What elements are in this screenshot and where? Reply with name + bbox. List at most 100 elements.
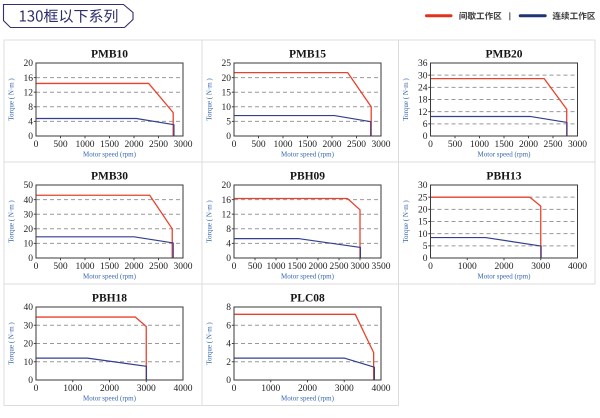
svg-text:10: 10 xyxy=(24,240,34,250)
svg-text:3000: 3000 xyxy=(351,262,370,272)
svg-text:20: 20 xyxy=(24,340,34,350)
svg-text:40: 40 xyxy=(24,196,34,206)
svg-text:Motor speed (rpm): Motor speed (rpm) xyxy=(83,395,137,403)
svg-text:Torque ( N·m ): Torque ( N·m ) xyxy=(8,200,16,243)
svg-text:1500: 1500 xyxy=(100,262,119,272)
svg-text:0: 0 xyxy=(34,140,39,150)
svg-text:0: 0 xyxy=(226,132,231,142)
svg-text:4000: 4000 xyxy=(568,262,587,272)
svg-text:Motor speed (rpm): Motor speed (rpm) xyxy=(83,273,137,281)
svg-text:40: 40 xyxy=(24,303,34,313)
svg-text:6: 6 xyxy=(226,321,231,331)
svg-text:4: 4 xyxy=(28,118,33,128)
svg-text:Motor speed (rpm): Motor speed (rpm) xyxy=(478,273,532,281)
svg-text:PLC08: PLC08 xyxy=(290,293,325,305)
svg-text:Torque ( N·m ): Torque ( N·m ) xyxy=(206,322,214,365)
svg-text:PBH18: PBH18 xyxy=(92,293,127,305)
svg-text:PMB30: PMB30 xyxy=(91,171,128,183)
svg-text:20: 20 xyxy=(24,225,34,235)
svg-text:2000: 2000 xyxy=(519,140,538,150)
svg-text:10: 10 xyxy=(418,230,428,240)
svg-text:2500: 2500 xyxy=(330,262,349,272)
svg-text:0: 0 xyxy=(428,140,433,150)
svg-text:2: 2 xyxy=(226,358,231,368)
svg-text:3000: 3000 xyxy=(137,384,156,394)
svg-text:Torque ( N·m ): Torque ( N·m ) xyxy=(8,78,16,121)
svg-text:500: 500 xyxy=(53,140,68,150)
svg-text:Torque ( N·m ): Torque ( N·m ) xyxy=(8,322,16,365)
svg-text:Motor speed (rpm): Motor speed (rpm) xyxy=(281,395,335,403)
svg-text:Torque ( N·m ): Torque ( N·m ) xyxy=(402,78,410,121)
svg-text:1500: 1500 xyxy=(288,262,307,272)
svg-text:4: 4 xyxy=(226,240,231,250)
svg-text:2000: 2000 xyxy=(495,262,514,272)
svg-text:1000: 1000 xyxy=(63,384,82,394)
svg-text:Motor speed (rpm): Motor speed (rpm) xyxy=(83,151,137,159)
svg-text:1000: 1000 xyxy=(458,262,477,272)
svg-text:1500: 1500 xyxy=(100,140,119,150)
svg-text:25: 25 xyxy=(418,193,428,203)
svg-text:0: 0 xyxy=(34,384,39,394)
svg-text:12: 12 xyxy=(24,88,34,98)
svg-text:12: 12 xyxy=(418,108,428,118)
svg-text:1000: 1000 xyxy=(267,262,286,272)
svg-text:1000: 1000 xyxy=(76,262,95,272)
svg-text:12: 12 xyxy=(222,210,232,220)
svg-text:3000: 3000 xyxy=(531,262,550,272)
svg-text:500: 500 xyxy=(251,140,266,150)
svg-text:Torque ( N·m ): Torque ( N·m ) xyxy=(206,200,214,243)
svg-text:2000: 2000 xyxy=(125,262,144,272)
svg-text:Motor speed (rpm): Motor speed (rpm) xyxy=(478,151,532,159)
svg-text:0: 0 xyxy=(226,376,231,386)
svg-text:1500: 1500 xyxy=(298,140,317,150)
svg-text:30: 30 xyxy=(24,321,34,331)
svg-text:16: 16 xyxy=(24,74,34,84)
svg-text:3000: 3000 xyxy=(568,140,587,150)
svg-text:0: 0 xyxy=(34,262,39,272)
svg-text:2000: 2000 xyxy=(309,262,328,272)
svg-text:24: 24 xyxy=(418,84,428,94)
svg-text:50: 50 xyxy=(24,181,34,191)
svg-text:6: 6 xyxy=(423,120,428,130)
svg-text:8: 8 xyxy=(28,103,33,113)
svg-text:8: 8 xyxy=(226,303,231,313)
svg-text:4: 4 xyxy=(226,340,231,350)
svg-text:0: 0 xyxy=(28,132,33,142)
svg-text:0: 0 xyxy=(428,262,433,272)
svg-text:2000: 2000 xyxy=(298,384,317,394)
svg-text:18: 18 xyxy=(418,96,428,106)
svg-text:0: 0 xyxy=(423,254,428,264)
svg-text:4000: 4000 xyxy=(174,384,193,394)
svg-text:Motor speed (rpm): Motor speed (rpm) xyxy=(281,273,335,281)
svg-text:0: 0 xyxy=(232,140,237,150)
svg-text:5: 5 xyxy=(423,242,428,252)
svg-text:3000: 3000 xyxy=(174,262,193,272)
svg-text:PBH13: PBH13 xyxy=(486,171,521,183)
svg-text:3500: 3500 xyxy=(372,262,391,272)
svg-text:2000: 2000 xyxy=(323,140,342,150)
svg-text:0: 0 xyxy=(232,384,237,394)
svg-text:0: 0 xyxy=(28,254,33,264)
svg-text:2500: 2500 xyxy=(149,140,168,150)
svg-text:500: 500 xyxy=(248,262,263,272)
svg-text:PMB10: PMB10 xyxy=(91,49,128,61)
svg-text:30: 30 xyxy=(418,71,428,81)
svg-text:30: 30 xyxy=(24,210,34,220)
svg-text:16: 16 xyxy=(222,196,232,206)
svg-text:30: 30 xyxy=(418,181,428,191)
svg-text:1500: 1500 xyxy=(495,140,514,150)
svg-text:2500: 2500 xyxy=(347,140,366,150)
svg-text:1000: 1000 xyxy=(76,140,95,150)
svg-text:PMB20: PMB20 xyxy=(485,49,522,61)
svg-text:10: 10 xyxy=(24,358,34,368)
svg-text:Motor speed (rpm): Motor speed (rpm) xyxy=(281,151,335,159)
svg-text:0: 0 xyxy=(226,254,231,264)
svg-text:2500: 2500 xyxy=(149,262,168,272)
svg-text:Torque ( N·m ): Torque ( N·m ) xyxy=(206,78,214,121)
svg-text:2000: 2000 xyxy=(100,384,119,394)
svg-text:15: 15 xyxy=(222,88,232,98)
svg-text:Torque ( N·m ): Torque ( N·m ) xyxy=(402,200,410,243)
svg-text:1000: 1000 xyxy=(470,140,489,150)
svg-text:20: 20 xyxy=(418,206,428,216)
svg-text:10: 10 xyxy=(222,103,232,113)
